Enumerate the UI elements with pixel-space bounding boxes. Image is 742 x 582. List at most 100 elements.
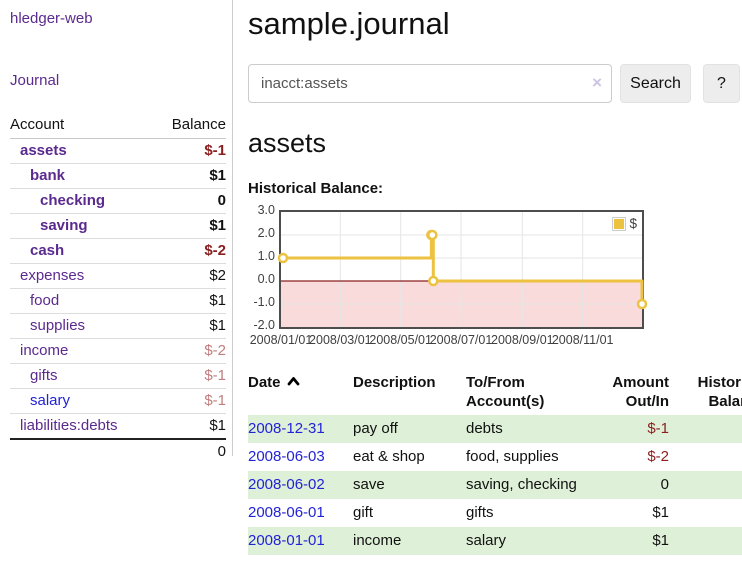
chart-plot: $ — [277, 210, 648, 329]
legend-swatch-icon — [612, 216, 627, 231]
register-table: Date Description To/From Account(s) Amou… — [248, 371, 742, 555]
chart-canvas — [277, 212, 648, 327]
transaction-amount: $-2 — [647, 448, 669, 465]
transaction-date-link[interactable]: 2008-06-03 — [248, 448, 325, 465]
app-brand: hledger-web — [10, 10, 224, 28]
accounts-header-balance: Balance — [153, 112, 226, 139]
transaction-balance: $1 — [669, 527, 742, 555]
transaction-amount: $1 — [652, 504, 669, 521]
account-row: salary $-1 — [10, 388, 226, 414]
account-link-cash[interactable]: cash — [30, 242, 65, 259]
transaction-accounts: debts — [466, 415, 587, 443]
account-balance: $-2 — [153, 338, 226, 364]
account-link-assets[interactable]: assets — [20, 142, 67, 159]
x-tick-label: 2008/11/01 — [551, 333, 614, 347]
register-row: 2008-01-01 income salary $1 $1 — [248, 527, 742, 555]
transaction-date-link[interactable]: 2008-12-31 — [248, 420, 325, 437]
account-link-expenses[interactable]: expenses — [20, 267, 85, 284]
sort-ascending-icon — [287, 372, 300, 391]
x-tick-label: 2008/09/01 — [491, 333, 554, 347]
account-row: checking 0 — [10, 188, 226, 214]
account-row: income $-2 — [10, 338, 226, 364]
account-row: bank $1 — [10, 163, 226, 189]
transaction-accounts: salary — [466, 527, 587, 555]
legend-label: $ — [629, 216, 637, 231]
sidebar: hledger-web Journal Account Balance asse… — [0, 0, 233, 464]
x-tick-label: 2008/03/01 — [309, 333, 372, 347]
transaction-balance: $-1 — [669, 415, 742, 443]
account-row: gifts $-1 — [10, 363, 226, 389]
accounts-header-account: Account — [10, 112, 154, 139]
account-row: liabilities:debts $1 — [10, 413, 226, 440]
accounts-total: 0 — [153, 438, 226, 464]
account-balance: $1 — [153, 413, 226, 440]
account-link-liabilities-debts[interactable]: liabilities:debts — [20, 417, 118, 434]
accounts-total-row: 0 — [10, 438, 226, 464]
transaction-balance: $2 — [669, 471, 742, 499]
register-row: 2008-12-31 pay off debts $-1 $-1 — [248, 415, 742, 443]
search-button[interactable]: Search — [620, 64, 691, 103]
account-balance: $1 — [153, 313, 226, 339]
y-tick-label: 1.0 — [257, 249, 275, 263]
register-row: 2008-06-03 eat & shop food, supplies $-2… — [248, 443, 742, 471]
register-row: 2008-06-02 save saving, checking 0 $2 — [248, 471, 742, 499]
transaction-amount: 0 — [587, 471, 669, 499]
brand-link[interactable]: hledger-web — [10, 10, 93, 27]
account-balance: $2 — [153, 263, 226, 289]
account-row: expenses $2 — [10, 263, 226, 289]
x-tick-label: 2008/01/01 — [249, 333, 313, 347]
y-tick-label: -2.0 — [253, 318, 275, 332]
account-link-food[interactable]: food — [30, 292, 60, 309]
account-row: assets $-1 — [10, 138, 226, 164]
y-tick-label: 2.0 — [257, 226, 275, 240]
y-tick-label: 0.0 — [257, 272, 275, 286]
transaction-description: pay off — [353, 415, 466, 443]
account-balance: $1 — [153, 288, 226, 314]
transaction-date-link[interactable]: 2008-06-02 — [248, 476, 325, 493]
account-balance: $1 — [153, 213, 226, 239]
register-header-description: Description — [353, 374, 436, 391]
search-field-wrapper: × — [248, 64, 612, 103]
account-row: supplies $1 — [10, 313, 226, 339]
clear-search-icon[interactable]: × — [592, 73, 602, 92]
sidebar-item-journal[interactable]: Journal — [10, 72, 60, 89]
transaction-accounts: food, supplies — [466, 448, 559, 465]
transaction-balance: $2 — [669, 499, 742, 527]
register-header-date[interactable]: Date — [248, 371, 353, 415]
register-header-balance: Historical Balance — [697, 374, 742, 410]
transaction-balance: 0 — [669, 443, 742, 471]
x-axis-ticks: 2008/01/01 2008/03/01 2008/05/01 2008/07/01… — [250, 333, 642, 349]
transaction-description: gift — [353, 504, 374, 521]
account-link-bank[interactable]: bank — [30, 167, 66, 184]
transaction-accounts: saving, checking — [466, 471, 587, 499]
help-button[interactable]: ? — [703, 64, 740, 103]
account-balance: $1 — [153, 163, 226, 189]
account-link-supplies[interactable]: supplies — [30, 317, 86, 334]
account-link-income[interactable]: income — [20, 342, 69, 359]
transaction-date-link[interactable]: 2008-01-01 — [248, 532, 325, 549]
account-balance: $-1 — [153, 388, 226, 414]
accounts-header-row: Account Balance — [10, 112, 226, 139]
search-bar: × Search ? — [248, 64, 742, 103]
account-row: cash $-2 — [10, 238, 226, 264]
x-tick-label: 2008/05/01 — [369, 333, 432, 347]
transaction-amount: $1 — [587, 527, 669, 555]
register-header-accounts: To/From Account(s) — [466, 374, 545, 410]
account-link-checking[interactable]: checking — [40, 192, 106, 209]
transaction-description: save — [353, 471, 466, 499]
transaction-date-link[interactable]: 2008-06-01 — [248, 504, 325, 521]
x-tick-label: 2008/07/01 — [429, 333, 493, 347]
register-header-amount: Amount Out/In — [612, 374, 669, 410]
transaction-amount: $-1 — [587, 415, 669, 443]
register-header-row: Date Description To/From Account(s) Amou… — [248, 371, 742, 415]
account-link-saving[interactable]: saving — [40, 217, 88, 234]
search-input[interactable] — [248, 64, 612, 103]
transaction-accounts: gifts — [466, 504, 494, 521]
main-content: sample.journal × Search ? assets Histori… — [233, 0, 742, 555]
chart-title: Historical Balance: — [248, 180, 384, 197]
page-title: sample.journal — [248, 6, 450, 41]
account-link-salary[interactable]: salary — [30, 392, 71, 409]
account-link-gifts[interactable]: gifts — [30, 367, 58, 384]
historical-balance-chart: $ 2008/01/01 2008/03/01 2008/05/01 2008/07/… — [248, 203, 742, 355]
